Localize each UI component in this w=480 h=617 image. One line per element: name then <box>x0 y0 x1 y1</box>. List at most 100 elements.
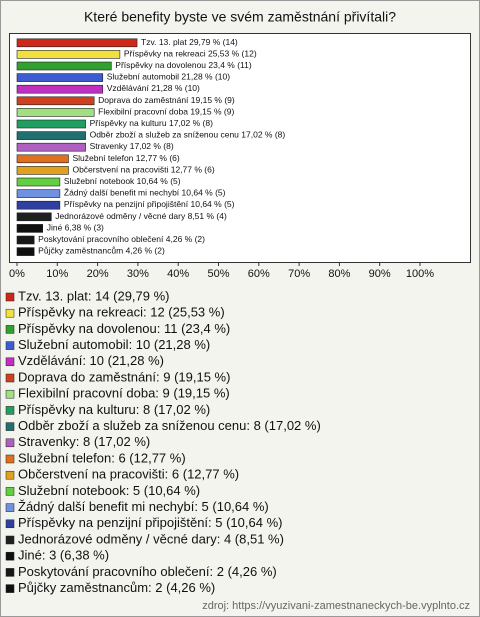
bar <box>16 166 69 175</box>
chart-title: Které benefity byste ve svém zaměstnání … <box>84 9 396 25</box>
value-label: 19,15 % (9) <box>191 95 235 105</box>
bar-label: Jednorázové odměny / věcné dary 8,51 % (… <box>55 211 227 221</box>
bar-label: Vzdělávání 21,28 % (10) <box>107 83 200 93</box>
bar-label: Odběr zboží a služeb za sníženou cenu 17… <box>90 130 286 140</box>
legend-swatch <box>5 551 15 561</box>
bar <box>16 200 61 210</box>
bar <box>16 189 61 198</box>
value-label: 17,02 % (8) <box>130 141 174 151</box>
legend-label: Doprava do zaměstnání: 9 (19,15 %) <box>18 369 230 384</box>
legend-swatch <box>5 438 15 448</box>
bar-label: Služební notebook 10,64 % (5) <box>64 176 181 186</box>
legend-swatch <box>5 535 15 545</box>
x-tick-label: 60% <box>248 268 270 280</box>
value-label: 25,53 % (12) <box>208 49 257 59</box>
bar <box>16 177 61 187</box>
legend-label: Tzv. 13. plat: 14 (29,79 %) <box>18 288 170 303</box>
legend-swatch <box>5 454 15 464</box>
bar <box>16 224 44 233</box>
value-label: 8,51 % (4) <box>188 211 227 221</box>
bar <box>16 96 95 106</box>
bar-label: Občerstvení na pracovišti 12,77 % (6) <box>72 165 214 175</box>
x-tick-label: 20% <box>87 268 109 280</box>
bar-label: Služební automobil 21,28 % (10) <box>107 72 231 82</box>
legend-swatch <box>5 568 15 577</box>
bar-label: Žádný další benefit mi nechybí 10,64 % (… <box>64 188 226 198</box>
bar <box>16 235 35 245</box>
legend-label: Poskytování pracovního oblečení: 2 (4,26… <box>18 564 277 579</box>
legend-swatch <box>5 308 15 318</box>
bar <box>16 247 35 256</box>
value-label: 19,15 % (9) <box>190 107 234 117</box>
category-label: Poskytování pracovního oblečení <box>38 234 164 244</box>
x-tick-label: 0% <box>9 268 25 280</box>
legend-swatch <box>5 292 15 302</box>
value-label: 12,77 % (6) <box>171 165 215 175</box>
bar <box>16 154 69 164</box>
legend-label: Příspěvky na kulturu: 8 (17,02 %) <box>18 402 210 417</box>
category-label: Občerstvení na pracovišti <box>72 165 168 175</box>
legend-label: Jiné: 3 (6,38 %) <box>18 548 109 563</box>
bar <box>16 84 104 94</box>
category-label: Tzv. 13. plat <box>141 37 187 47</box>
value-label: 4,26 % (2) <box>126 246 165 256</box>
bar-label: Poskytování pracovního oblečení 4,26 % (… <box>38 234 205 244</box>
legend-label: Služební automobil: 10 (21,28 %) <box>18 337 210 352</box>
value-label: 6,38 % (3) <box>65 223 104 233</box>
x-tick-label: 10% <box>46 268 68 280</box>
x-tick-label: 50% <box>207 268 229 280</box>
bar-label: Příspěvky na kulturu 17,02 % (8) <box>90 118 214 128</box>
x-tick-label: 100% <box>406 268 434 280</box>
bar <box>16 108 95 117</box>
bar <box>16 119 86 129</box>
x-tick-label: 40% <box>167 268 189 280</box>
plot-area <box>9 33 471 263</box>
bar-label: Příspěvky na penzijní připojištění 10,64… <box>64 199 235 209</box>
value-label: 17,02 % (8) <box>241 130 285 140</box>
category-label: Příspěvky na penzijní připojištění <box>64 199 189 209</box>
legend-swatch <box>5 389 15 399</box>
bar <box>16 142 86 152</box>
bar-label: Flexibilní pracovní doba 19,15 % (9) <box>98 107 234 117</box>
legend-label: Příspěvky na rekreaci: 12 (25,53 %) <box>18 305 225 320</box>
legend-swatch <box>5 406 15 415</box>
bar <box>16 50 121 59</box>
bar-label: Jiné 6,38 % (3) <box>47 223 104 233</box>
value-label: 17,02 % (8) <box>169 118 213 128</box>
category-label: Vzdělávání <box>107 83 150 93</box>
bar <box>16 131 86 140</box>
bar-label: Doprava do zaměstnání 19,15 % (9) <box>98 95 235 105</box>
category-label: Příspěvky na rekreaci <box>124 49 206 59</box>
bar-label: Služební telefon 12,77 % (6) <box>72 153 179 163</box>
legend-label: Příspěvky na dovolenou: 11 (23,4 %) <box>18 321 230 336</box>
category-label: Doprava do zaměstnání <box>98 95 189 105</box>
value-label: 29,79 % (14) <box>189 37 238 47</box>
bar-label: Příspěvky na rekreaci 25,53 % (12) <box>124 49 257 59</box>
source: zdroj: https://vyuzivani-zamestnaneckych… <box>202 600 470 612</box>
x-tick-label: 30% <box>127 268 149 280</box>
legend-label: Služební notebook: 5 (10,64 %) <box>18 483 200 498</box>
legend-label: Občerstvení na pracovišti: 6 (12,77 %) <box>18 467 239 482</box>
legend-swatch <box>5 519 15 529</box>
legend-label: Jednorázové odměny / věcné dary: 4 (8,51… <box>18 531 284 546</box>
bar <box>16 73 104 82</box>
bar-label: Tzv. 13. plat 29,79 % (14) <box>141 37 238 47</box>
bar-label: Příspěvky na dovolenou 23,4 % (11) <box>115 60 252 70</box>
legend-swatch <box>5 325 15 334</box>
category-label: Flexibilní pracovní doba <box>98 107 188 117</box>
bar <box>16 212 52 222</box>
category-label: Odběr zboží a služeb za sníženou cenu <box>90 130 240 140</box>
bar <box>16 38 138 48</box>
category-label: Jednorázové odměny / věcné dary <box>55 211 186 221</box>
legend-label: Odběr zboží a služeb za sníženou cenu: 8… <box>18 418 321 433</box>
value-label: 10,64 % (5) <box>182 188 226 198</box>
legend-label: Žádný další benefit mi nechybí: 5 (10,64… <box>18 499 269 514</box>
category-label: Stravenky <box>90 141 129 151</box>
legend-swatch <box>5 422 15 431</box>
legend-swatch <box>5 357 15 367</box>
category-label: Příspěvky na dovolenou <box>115 60 206 70</box>
category-label: Žádný další benefit mi nechybí <box>64 188 180 198</box>
legend-label: Stravenky: 8 (17,02 %) <box>18 434 150 449</box>
category-label: Služební telefon <box>72 153 133 163</box>
